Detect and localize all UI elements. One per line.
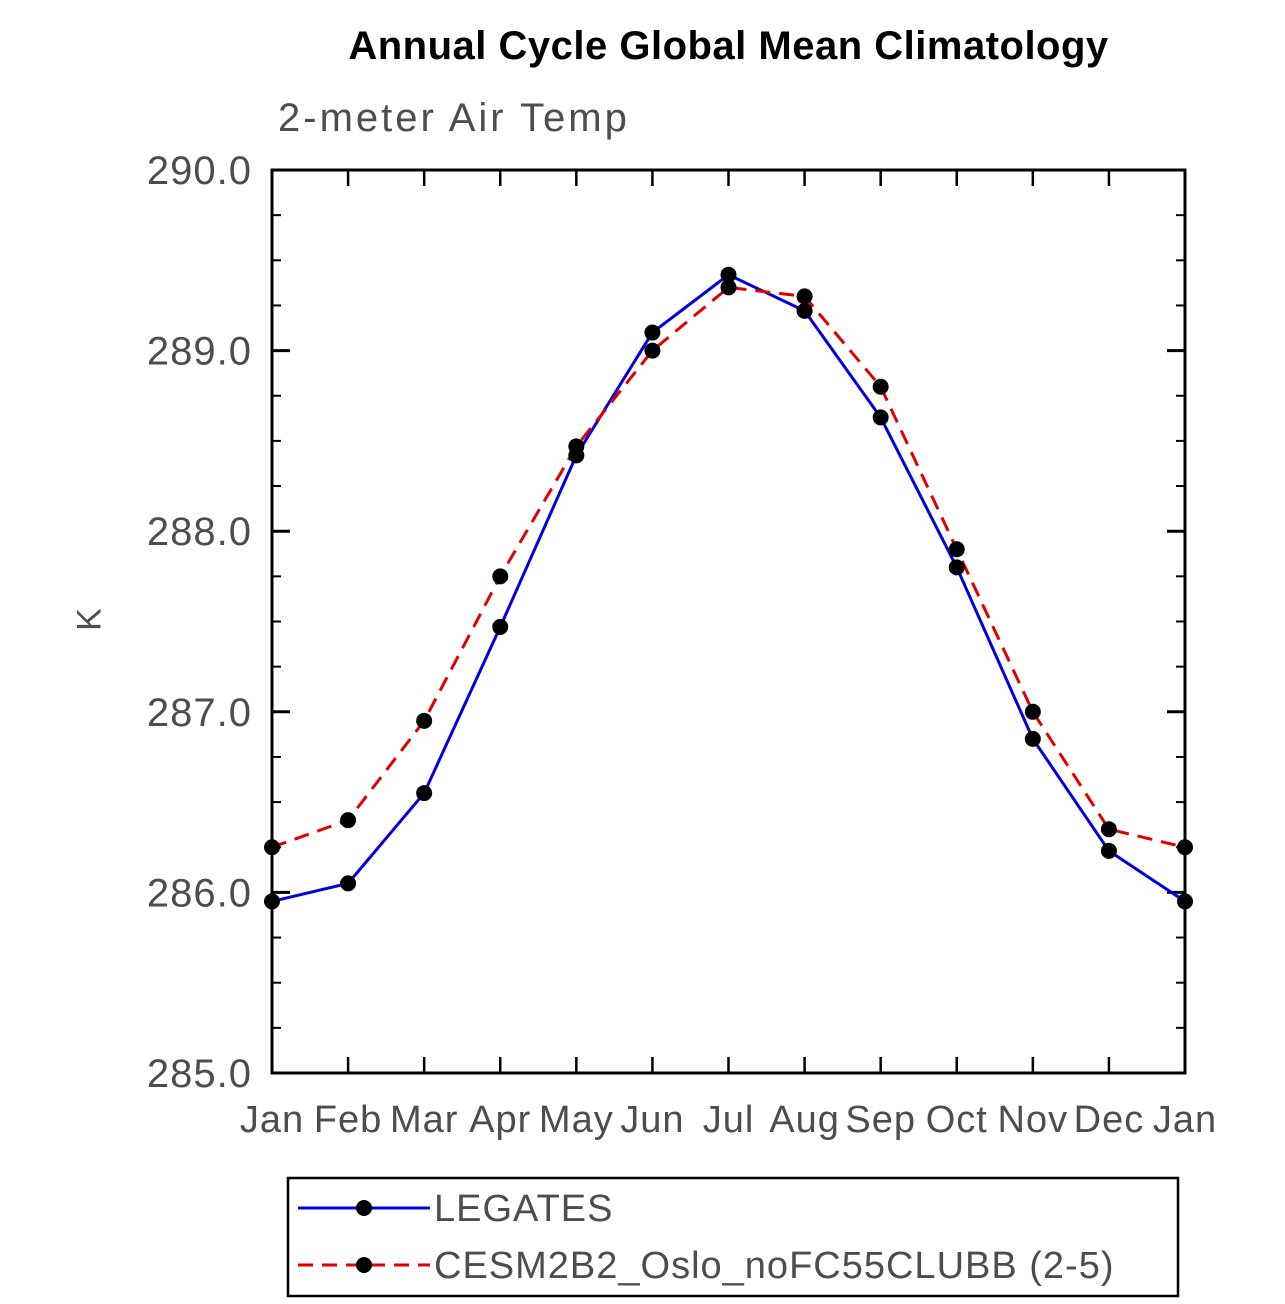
legend-sample-marker [356, 1257, 372, 1273]
x-tick-label: Jan [240, 1099, 304, 1141]
data-point-marker [1177, 893, 1193, 910]
y-axis-label: K [70, 608, 109, 631]
chart-title: Annual Cycle Global Mean Climatology [348, 24, 1109, 68]
x-tick-label: Nov [998, 1099, 1069, 1141]
x-tick-label: Jul [703, 1099, 755, 1141]
data-point-marker [492, 618, 509, 635]
data-point-marker [1024, 703, 1041, 720]
data-point-marker [872, 378, 889, 395]
x-tick-label: Sep [845, 1099, 916, 1141]
data-point-marker [872, 409, 889, 426]
data-point-marker [416, 785, 433, 802]
data-point-marker [340, 812, 357, 829]
legend-label: LEGATES [434, 1188, 613, 1230]
y-tick-label: 285.0 [147, 1052, 252, 1096]
data-point-marker [644, 324, 661, 341]
x-tick-label: Oct [926, 1099, 988, 1141]
data-point-marker [340, 875, 357, 892]
y-tick-label: 287.0 [147, 691, 252, 735]
data-point-marker [1024, 730, 1041, 747]
data-point-marker [1177, 839, 1193, 856]
data-point-marker [1100, 842, 1117, 859]
data-point-marker [720, 266, 737, 283]
x-tick-label: Apr [469, 1099, 531, 1141]
x-tick-label: Mar [390, 1099, 458, 1141]
y-tick-label: 288.0 [147, 510, 252, 554]
data-point-marker [720, 279, 737, 296]
data-point-marker [264, 839, 280, 856]
legend-label: CESM2B2_Oslo_noFC55CLUBB (2-5) [434, 1245, 1115, 1287]
legend-box [286, 1176, 1180, 1298]
y-tick-label: 290.0 [147, 149, 252, 193]
data-point-marker [568, 438, 585, 455]
chart-subtitle: 2-meter Air Temp [278, 96, 630, 140]
data-point-marker [796, 302, 813, 319]
plot-border [270, 168, 1187, 1075]
x-tick-label: Dec [1074, 1099, 1145, 1141]
data-point-marker [492, 568, 509, 585]
x-tick-label: Jun [620, 1099, 684, 1141]
x-tick-label: Aug [769, 1099, 840, 1141]
y-tick-label: 289.0 [147, 330, 252, 374]
legend-sample-marker [356, 1200, 372, 1216]
y-tick-label: 286.0 [147, 871, 252, 915]
x-tick-label: Feb [314, 1099, 382, 1141]
series-line-legates [271, 273, 1186, 903]
data-point-marker [264, 893, 280, 910]
data-point-marker [644, 342, 661, 359]
data-point-marker [948, 541, 965, 558]
data-point-marker [416, 712, 433, 729]
data-point-marker [796, 288, 813, 305]
data-point-marker [948, 559, 965, 576]
data-point-marker [1100, 821, 1117, 838]
x-tick-label: May [539, 1099, 614, 1141]
x-tick-label: Jan [1153, 1099, 1217, 1141]
